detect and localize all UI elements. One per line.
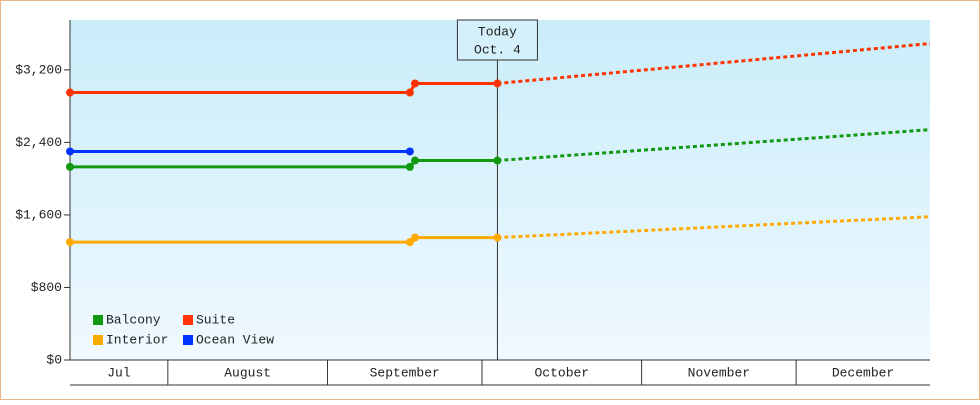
x-tick-label: Jul bbox=[107, 365, 131, 380]
series-line bbox=[70, 81, 498, 95]
point bbox=[66, 88, 74, 97]
point bbox=[411, 156, 420, 165]
y-tick-label: $0 bbox=[46, 352, 62, 367]
point bbox=[405, 147, 414, 156]
today-label: Today bbox=[478, 24, 517, 39]
legend-swatch bbox=[183, 335, 193, 345]
y-tick-label: $3,200 bbox=[15, 62, 62, 77]
x-tick-label: December bbox=[832, 365, 894, 380]
forecast-line bbox=[497, 128, 931, 163]
series-line bbox=[70, 159, 498, 169]
point bbox=[493, 79, 502, 88]
legend-label: Interior bbox=[106, 332, 168, 347]
y-tick-label: $2,400 bbox=[15, 135, 62, 150]
forecast-line bbox=[497, 42, 931, 85]
point bbox=[405, 238, 414, 247]
x-tick-label: August bbox=[224, 365, 271, 380]
x-tick-label: November bbox=[688, 365, 750, 380]
today-box bbox=[456, 19, 538, 61]
legend-label: Suite bbox=[196, 312, 235, 327]
point bbox=[405, 162, 414, 171]
legend-swatch bbox=[93, 315, 103, 325]
legend-swatch bbox=[93, 335, 103, 345]
point bbox=[66, 238, 74, 247]
y-tick-label: $1,600 bbox=[15, 207, 62, 222]
legend-label: Ocean View bbox=[196, 332, 274, 347]
forecast-line bbox=[497, 215, 931, 240]
legend-swatch bbox=[183, 315, 193, 325]
today-label: Oct. 4 bbox=[474, 42, 521, 57]
x-tick-label: October bbox=[534, 365, 589, 380]
point bbox=[66, 162, 74, 171]
point bbox=[493, 156, 502, 165]
point bbox=[66, 147, 74, 156]
point bbox=[405, 88, 414, 97]
plot-area bbox=[70, 20, 930, 360]
point bbox=[411, 79, 420, 88]
legend-label: Balcony bbox=[106, 312, 161, 327]
point bbox=[493, 233, 502, 242]
point bbox=[411, 233, 420, 242]
x-tick-label: September bbox=[370, 365, 440, 380]
y-tick-label: $800 bbox=[31, 280, 62, 295]
